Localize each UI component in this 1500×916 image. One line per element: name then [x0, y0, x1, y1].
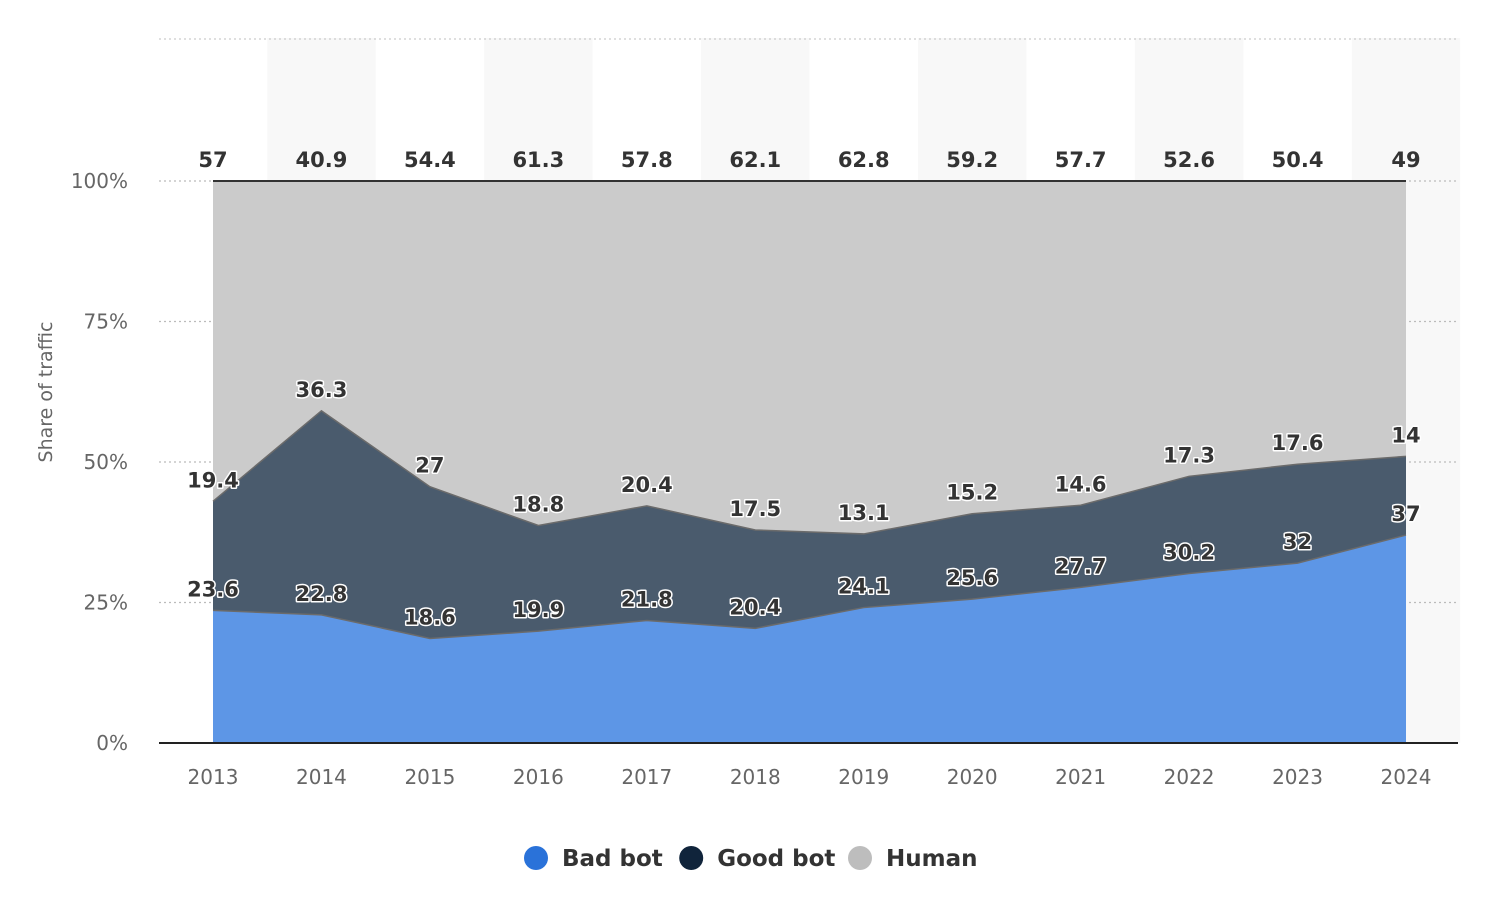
- human-data-label: 49: [1391, 148, 1420, 172]
- bad-bot-data-label: 21.8: [621, 587, 673, 611]
- good-bot-area: [213, 410, 1406, 639]
- bad-bot-data-label: 37: [1391, 502, 1420, 526]
- human-data-label: 57.7: [1055, 148, 1107, 172]
- bad-bot-area: [213, 535, 1406, 743]
- good-bot-data-label: 17.3: [1163, 443, 1215, 467]
- good-bot-data-label: 15.2: [946, 481, 998, 505]
- good-bot-data-label: 36.3: [296, 378, 348, 402]
- area-boundaries: [212, 180, 1407, 640]
- good-bot-data-label: 14: [1391, 423, 1420, 447]
- data-labels: 23.6 22.8 18.6 19.9 21.8 20.4 24.1 25.6 27.7 30.2…: [186, 148, 1423, 631]
- y-axis-label: Share of traffic: [35, 322, 57, 463]
- human-data-label: 57: [198, 148, 227, 172]
- bad-bot-boundary-line: [212, 534, 1407, 640]
- bad-bot-data-label: 23.6: [187, 577, 239, 601]
- y-tick-label: 75%: [84, 310, 128, 334]
- legend-label: Human: [886, 846, 977, 872]
- bad-bot-data-label: 32: [1283, 530, 1312, 554]
- bad-bot-data-label: 22.8: [296, 582, 348, 606]
- bad-bot-data-label: 18.6: [404, 605, 456, 629]
- good-bot-data-label: 20.4: [621, 473, 673, 497]
- x-tick-label: 2014: [296, 765, 347, 789]
- human-data-label: 50.4: [1272, 148, 1324, 172]
- x-tick-label: 2020: [947, 765, 998, 789]
- y-tick-label: 100%: [71, 169, 128, 193]
- good-bot-data-label: 27: [415, 454, 444, 478]
- legend-item-bad-bot[interactable]: Bad bot: [524, 846, 663, 872]
- bad-bot-data-label: 20.4: [729, 595, 781, 619]
- x-tick-label: 2024: [1381, 765, 1432, 789]
- x-tick-label: 2022: [1164, 765, 1215, 789]
- x-tick-label: 2019: [838, 765, 889, 789]
- x-tick-label: 2016: [513, 765, 564, 789]
- bad-bot-data-label: 19.9: [512, 598, 564, 622]
- x-tick-label: 2023: [1272, 765, 1323, 789]
- areas: [213, 181, 1406, 743]
- bad-bot-data-label: 25.6: [946, 566, 998, 590]
- bad-bot-data-label: 30.2: [1163, 540, 1215, 564]
- human-area: [213, 181, 1406, 534]
- human-data-label: 59.2: [946, 148, 998, 172]
- good-bot-data-label: 17.5: [729, 497, 781, 521]
- human-data-label: 61.3: [512, 148, 564, 172]
- legend-marker: [524, 846, 548, 870]
- human-data-label: 52.6: [1163, 148, 1215, 172]
- x-tick-label: 2013: [188, 765, 239, 789]
- bad-bot-data-label: 24.1: [838, 575, 890, 599]
- legend-marker: [848, 846, 872, 870]
- y-tick-label: 25%: [84, 591, 128, 615]
- legend-label: Bad bot: [562, 846, 663, 872]
- human-data-label: 40.9: [296, 148, 348, 172]
- legend-marker: [679, 846, 704, 870]
- x-tick-label: 2021: [1055, 765, 1106, 789]
- good-bot-data-label: 19.4: [187, 468, 239, 492]
- legend-item-good-bot[interactable]: Good bot: [679, 846, 835, 872]
- good-bot-data-label: 17.6: [1272, 431, 1324, 455]
- x-tick-label: 2017: [621, 765, 672, 789]
- good-bot-boundary-line: [212, 409, 1407, 535]
- legend-item-human[interactable]: Human: [848, 846, 977, 872]
- human-data-label: 54.4: [404, 148, 456, 172]
- human-data-label: 62.1: [729, 148, 781, 172]
- y-tick-label: 50%: [84, 450, 128, 474]
- x-tick-label: 2018: [730, 765, 781, 789]
- good-bot-data-label: 14.6: [1055, 472, 1107, 496]
- human-data-label: 57.8: [621, 148, 673, 172]
- human-data-label: 62.8: [838, 148, 890, 172]
- bad-bot-data-label: 27.7: [1055, 554, 1107, 578]
- x-tick-label: 2015: [404, 765, 455, 789]
- legend: Bad bot Good bot Human: [524, 846, 977, 872]
- good-bot-data-label: 18.8: [512, 493, 564, 517]
- legend-label: Good bot: [717, 846, 835, 872]
- axes: 2013 2014 2015 2016 2017 2018 2019 2020 2021 2022…: [159, 742, 1458, 789]
- y-tick-label: 0%: [96, 731, 128, 755]
- good-bot-data-label: 13.1: [838, 501, 890, 525]
